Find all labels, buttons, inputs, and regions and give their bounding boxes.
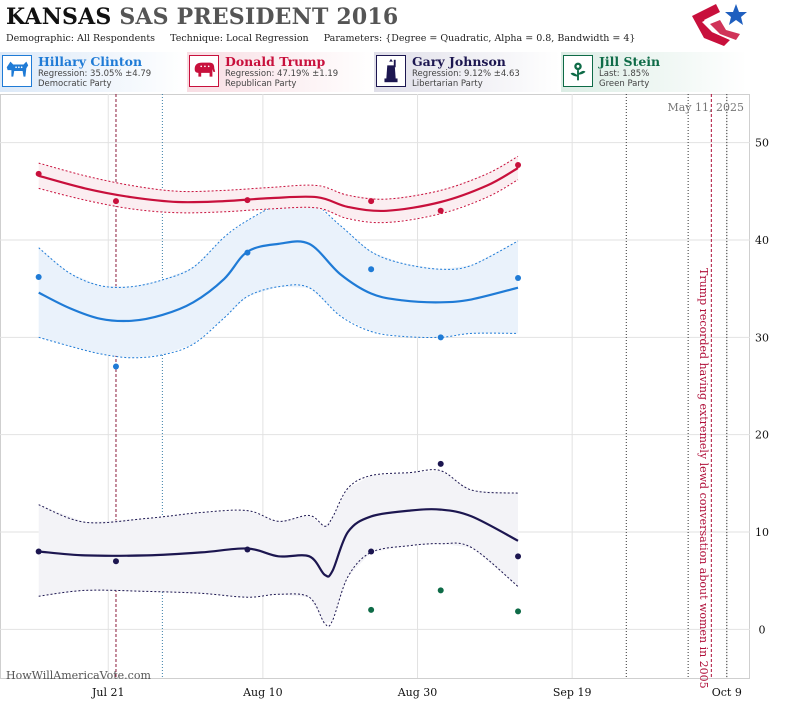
legend-party-stein: Green Party: [599, 79, 650, 89]
poll-point-donald-trump: [368, 198, 375, 205]
poll-point-jill-stein: [437, 587, 444, 594]
x-tick-label: Aug 10: [242, 686, 283, 699]
technique-value: Local Regression: [225, 33, 309, 44]
legend-name-trump: Donald Trump: [225, 54, 326, 69]
poll-point-hillary-clinton: [368, 266, 375, 273]
title-race: SAS PRESIDENT 2016: [119, 4, 399, 30]
trend-line-hillary-clinton: [38, 240, 519, 323]
legend-item-clinton[interactable]: Hillary Clinton Regression: 35.05% ±4.79…: [0, 52, 186, 92]
axes: 0 10 20 30 40 50 Jul 21 Aug 10 Aug 30 Sep 19 Oct 9: [91, 137, 769, 699]
poll-point-hillary-clinton: [112, 363, 119, 370]
poll-point-hillary-clinton: [35, 273, 42, 280]
legend-party-trump: Republican Party: [225, 79, 297, 89]
poll-point-gary-johnson: [35, 548, 42, 555]
x-tick-label: Aug 30: [397, 686, 438, 699]
legend-stat-clinton: Regression: 35.05% ±4.79: [38, 69, 152, 79]
poll-point-gary-johnson: [244, 546, 251, 553]
poll-point-donald-trump: [437, 207, 444, 214]
poll-point-hillary-clinton: [515, 274, 522, 281]
band-donald-trump: [38, 156, 518, 223]
poll-point-hillary-clinton: [437, 334, 444, 341]
page-title: KANSAS SAS PRESIDENT 2016: [6, 4, 398, 30]
trend-lines: [38, 167, 519, 578]
legend-item-johnson[interactable]: Gary Johnson Regression: 9.12% ±4.63 Lib…: [374, 52, 560, 92]
upper-bound-gary-johnson: [38, 469, 519, 527]
parameters-value: {Degree = Quadratic, Alpha = 0.8, Bandwi…: [385, 33, 636, 44]
y-tick-label: 10: [755, 526, 769, 539]
demographic-value: All Respondents: [77, 33, 156, 44]
flower-icon: [563, 55, 593, 87]
x-tick-label: Oct 9: [712, 686, 742, 699]
legend-party-johnson: Libertarian Party: [412, 79, 483, 89]
trend-line-donald-trump: [38, 167, 519, 213]
x-tick-label: Sep 19: [553, 686, 592, 699]
poll-point-donald-trump: [244, 197, 251, 204]
poll-point-donald-trump: [515, 162, 522, 169]
legend-name-stein: Jill Stein: [599, 54, 661, 69]
demographic-label: Demographic:: [6, 33, 75, 44]
poll-point-gary-johnson: [368, 548, 375, 555]
upper-bound-donald-trump: [38, 155, 519, 200]
technique-label: Technique:: [170, 33, 223, 44]
poll-point-jill-stein: [515, 608, 522, 615]
parameters-label: Parameters:: [323, 33, 383, 44]
date-stamp: May 11, 2025: [667, 101, 744, 114]
site-logo-icon[interactable]: [690, 2, 748, 48]
legend-party-clinton: Democratic Party: [38, 79, 112, 89]
y-tick-label: 20: [755, 429, 769, 442]
elephant-icon: [189, 55, 219, 87]
legend-stat-trump: Regression: 47.19% ±1.19: [225, 69, 339, 79]
poll-point-gary-johnson: [112, 558, 119, 565]
poll-point-jill-stein: [368, 606, 375, 613]
band-hillary-clinton: [38, 201, 518, 358]
legend-stat-stein: Last: 1.85%: [599, 69, 650, 79]
legend-name-clinton: Hillary Clinton: [38, 54, 143, 69]
legend-item-stein[interactable]: Jill Stein Last: 1.85% Green Party: [561, 52, 747, 92]
upper-bound-hillary-clinton: [38, 199, 519, 288]
x-tick-label: Jul 21: [91, 686, 125, 699]
y-tick-label: 50: [755, 137, 769, 150]
poll-point-donald-trump: [112, 198, 119, 205]
poll-point-donald-trump: [35, 170, 42, 177]
statue-of-liberty-icon: [376, 55, 406, 87]
title-state: KANSAS: [6, 4, 112, 30]
poll-point-gary-johnson: [515, 553, 522, 560]
lower-bound-gary-johnson: [38, 542, 519, 627]
y-tick-label: 0: [759, 623, 766, 636]
legend-stat-johnson: Regression: 9.12% ±4.63: [412, 69, 520, 79]
poll-point-gary-johnson: [437, 460, 444, 467]
poll-point-hillary-clinton: [244, 249, 251, 256]
legend-item-trump[interactable]: Donald Trump Regression: 47.19% ±1.19 Re…: [187, 52, 373, 92]
band-gary-johnson: [38, 470, 518, 624]
trend-line-gary-johnson: [38, 508, 519, 578]
chart-parameters: Demographic: All Respondents Technique: Lo…: [6, 33, 647, 44]
legend-name-johnson: Gary Johnson: [412, 54, 506, 69]
chart-header: KANSAS SAS PRESIDENT 2016 Demographic: Al…: [0, 0, 750, 50]
watermark: HowWillAmericaVote.com: [6, 669, 151, 682]
donkey-icon: [2, 55, 32, 87]
y-tick-label: 40: [755, 234, 769, 247]
poll-chart: 0 10 20 30 40 50 Jul 21 Aug 10 Aug 30 Sep 19 Oct 9…: [0, 94, 769, 699]
y-tick-label: 30: [755, 331, 769, 344]
event-annotation: Trump recorded having extremely lewd con…: [697, 268, 710, 689]
poll-points: [35, 162, 522, 615]
confidence-bands: [38, 155, 519, 627]
candidate-legend: Hillary Clinton Regression: 35.05% ±4.79…: [0, 52, 750, 94]
